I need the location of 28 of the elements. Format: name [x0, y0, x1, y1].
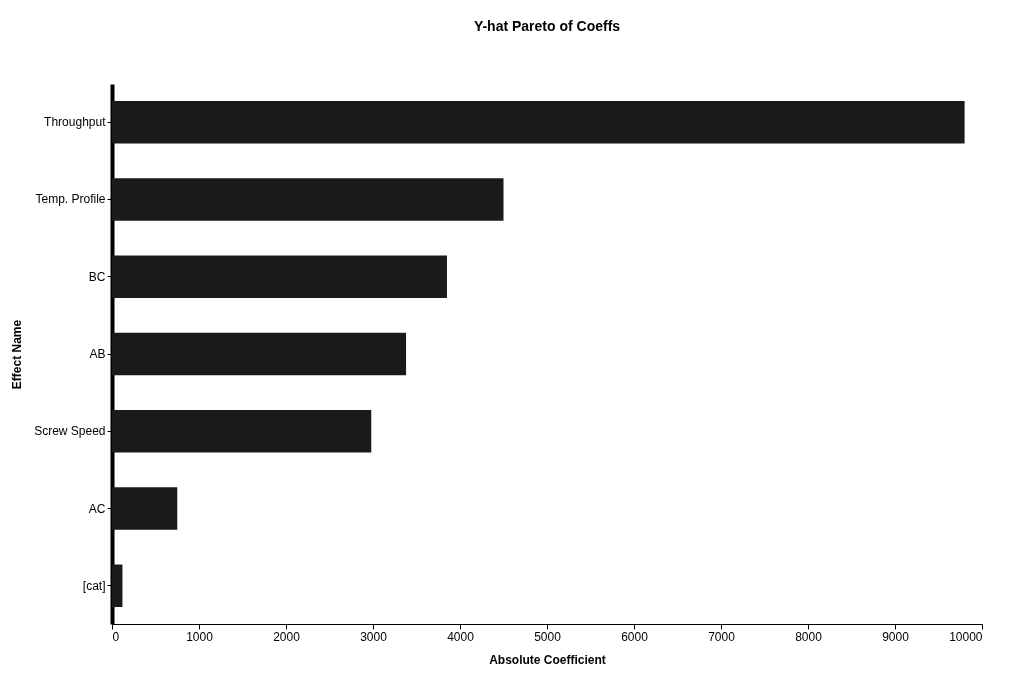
bar [112, 101, 965, 144]
x-tick-label: 4000 [447, 629, 475, 644]
bar [112, 178, 504, 221]
x-tick-label: 7000 [708, 629, 736, 644]
y-tick-label: Temp. Profile [35, 192, 106, 207]
y-tick-label: Screw Speed [34, 424, 106, 439]
y-tick-label: Throughput [44, 115, 107, 130]
bar [112, 410, 372, 453]
x-tick-label: 9000 [882, 629, 910, 644]
bar [112, 332, 407, 376]
y-tick-label: [cat] [82, 578, 106, 593]
y-tick-label: AC [88, 501, 106, 516]
x-tick-label: 1000 [186, 629, 214, 644]
y-axis-title: Effect Name [10, 319, 25, 390]
bar [112, 564, 123, 607]
x-tick-label: 3000 [360, 629, 388, 644]
chart-title: Y-hat Pareto of Coeffs [473, 18, 621, 34]
y-tick-label: AB [89, 347, 106, 361]
x-tick-label: 8000 [795, 629, 823, 644]
x-tick-label: 10000 [949, 629, 983, 644]
bar [112, 255, 447, 298]
x-axis-title: Absolute Coefficient [489, 652, 606, 667]
x-tick-label: 2000 [273, 629, 301, 644]
y-tick-label: BC [88, 269, 106, 284]
x-tick-label: 0 [112, 629, 120, 644]
x-tick-label: 5000 [534, 629, 562, 644]
bar [112, 487, 178, 530]
x-tick-label: 6000 [621, 629, 649, 644]
